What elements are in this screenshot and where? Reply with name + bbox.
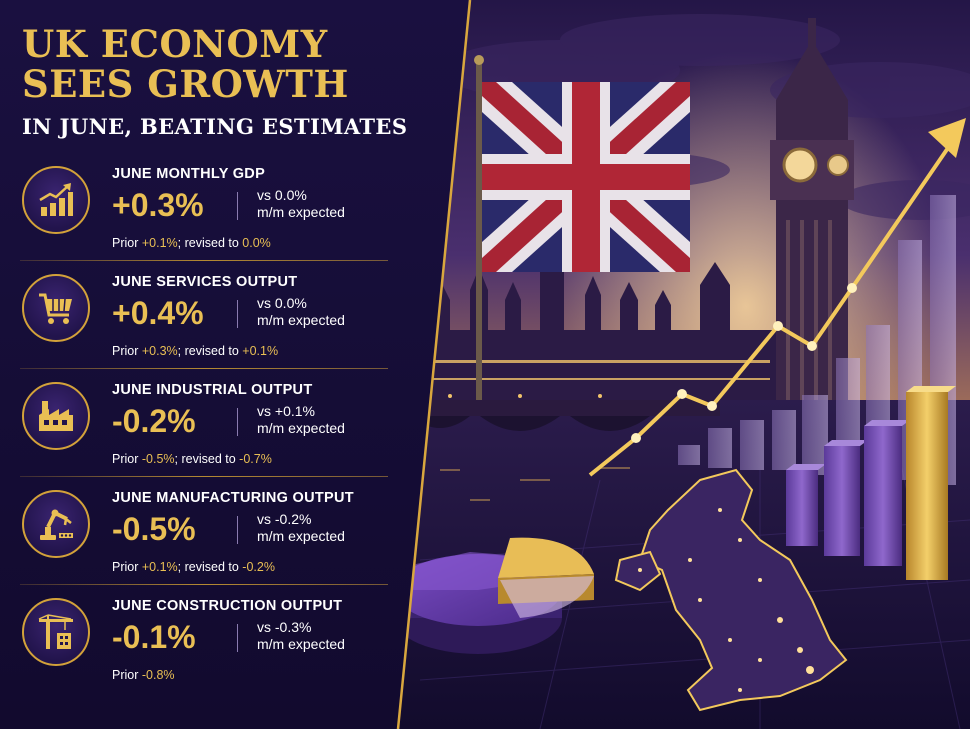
robot-arm-icon: [40, 509, 73, 540]
stat-value: -0.2%: [112, 403, 196, 439]
stat-value: +0.3%: [112, 187, 204, 223]
factory-icon: [39, 401, 73, 431]
stat-expected: vs +0.1% m/m expected: [257, 403, 345, 436]
stat-monthly-gdp: JUNE MONTHLY GDP +0.3% vs 0.0% m/m expec…: [20, 158, 390, 262]
divider-rule: [20, 476, 388, 477]
stat-expected: vs -0.2% m/m expected: [257, 511, 345, 544]
stat-label: JUNE SERVICES OUTPUT: [112, 274, 298, 290]
divider-rule: [20, 260, 388, 261]
uk-map: [614, 468, 848, 712]
stat-manufacturing-output: JUNE MANUFACTURING OUTPUT -0.5% vs -0.2%…: [20, 482, 390, 586]
stat-industrial-output: JUNE INDUSTRIAL OUTPUT -0.2% vs +0.1% m/…: [20, 374, 390, 478]
stat-label: JUNE MONTHLY GDP: [112, 166, 266, 182]
subheadline: IN JUNE, BEATING ESTIMATES: [22, 114, 408, 139]
stat-expected: vs -0.3% m/m expected: [257, 619, 345, 652]
stat-separator: [237, 408, 238, 436]
stat-services-output: JUNE SERVICES OUTPUT +0.4% vs 0.0% m/m e…: [20, 266, 390, 370]
stat-value: -0.5%: [112, 511, 196, 547]
headline-line-2: SEES GROWTH: [22, 62, 349, 106]
stat-label: JUNE INDUSTRIAL OUTPUT: [112, 382, 313, 398]
stat-value: +0.4%: [112, 295, 204, 331]
stat-prior: Prior +0.1%; revised to 0.0%: [112, 236, 271, 250]
stat-value: -0.1%: [112, 619, 196, 655]
stat-separator: [237, 516, 238, 544]
stat-expected: vs 0.0% m/m expected: [257, 295, 345, 328]
stat-construction-output: JUNE CONSTRUCTION OUTPUT -0.1% vs -0.3% …: [20, 590, 390, 694]
rising-line: [588, 118, 966, 477]
stat-separator: [237, 192, 238, 220]
stat-label: JUNE CONSTRUCTION OUTPUT: [112, 598, 343, 614]
stat-prior: Prior -0.5%; revised to -0.7%: [112, 452, 272, 466]
stat-separator: [237, 300, 238, 328]
stat-label: JUNE MANUFACTURING OUTPUT: [112, 490, 354, 506]
union-jack-flag: [474, 55, 690, 420]
stat-prior: Prior +0.3%; revised to +0.1%: [112, 344, 279, 358]
divider-rule: [20, 584, 388, 585]
stat-separator: [237, 624, 238, 652]
stat-expected: vs 0.0% m/m expected: [257, 187, 345, 220]
crane-icon: [38, 614, 73, 649]
shopping-cart-icon: [39, 293, 72, 324]
stat-prior: Prior +0.1%; revised to -0.2%: [112, 560, 275, 574]
stat-prior: Prior -0.8%: [112, 668, 175, 682]
headline: UK ECONOMY SEES GROWTH: [22, 24, 349, 104]
bar-growth-icon: [39, 183, 73, 216]
bar-chart: [786, 386, 956, 580]
divider-rule: [20, 368, 388, 369]
headline-line-1: UK ECONOMY: [22, 22, 328, 66]
